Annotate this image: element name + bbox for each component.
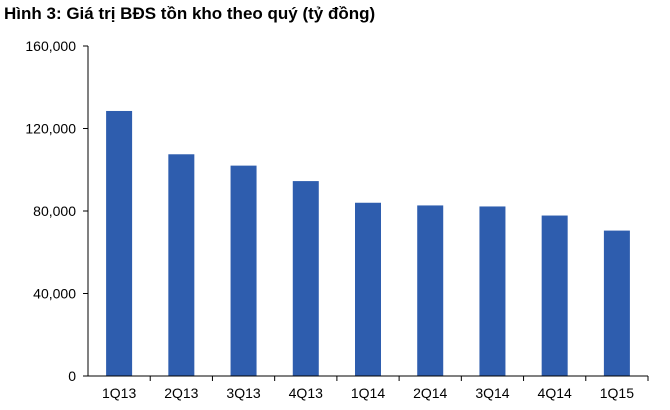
x-tick-label: 2Q14 <box>413 385 447 401</box>
bars <box>106 110 630 376</box>
x-tick-label: 1Q13 <box>102 385 136 401</box>
x-tick-label: 1Q15 <box>600 385 634 401</box>
y-axis-ticks: 0 40,000 80,000 120,000 160,000 <box>25 38 88 384</box>
y-tick-label: 160,000 <box>25 38 76 54</box>
bar-1q15 <box>603 230 630 376</box>
x-tick-label: 2Q13 <box>164 385 198 401</box>
bar-4q14 <box>541 215 568 376</box>
bar-3q13 <box>230 165 257 376</box>
x-axis-ticks: 1Q13 2Q13 3Q13 4Q13 1Q14 2Q14 3Q14 4Q14 1Q15 <box>102 376 649 401</box>
bar-2q13 <box>168 154 195 376</box>
x-tick-label: 3Q13 <box>226 385 260 401</box>
bar-1q14 <box>355 202 381 376</box>
x-tick-label: 4Q14 <box>538 385 572 401</box>
y-tick-label: 120,000 <box>25 121 76 137</box>
x-tick-label: 4Q13 <box>289 385 323 401</box>
bar-2q14 <box>417 205 444 376</box>
x-tick-label: 1Q14 <box>351 385 385 401</box>
bar-1q13 <box>106 110 133 376</box>
y-tick-label: 40,000 <box>33 286 76 302</box>
chart-title: Hình 3: Giá trị BĐS tồn kho theo quý (tỷ… <box>4 4 376 23</box>
y-tick-label: 80,000 <box>33 203 76 219</box>
x-tick-label: 3Q14 <box>475 385 509 401</box>
bar-3q14 <box>479 206 506 376</box>
bar-4q13 <box>292 181 319 376</box>
y-tick-label: 0 <box>68 368 76 384</box>
